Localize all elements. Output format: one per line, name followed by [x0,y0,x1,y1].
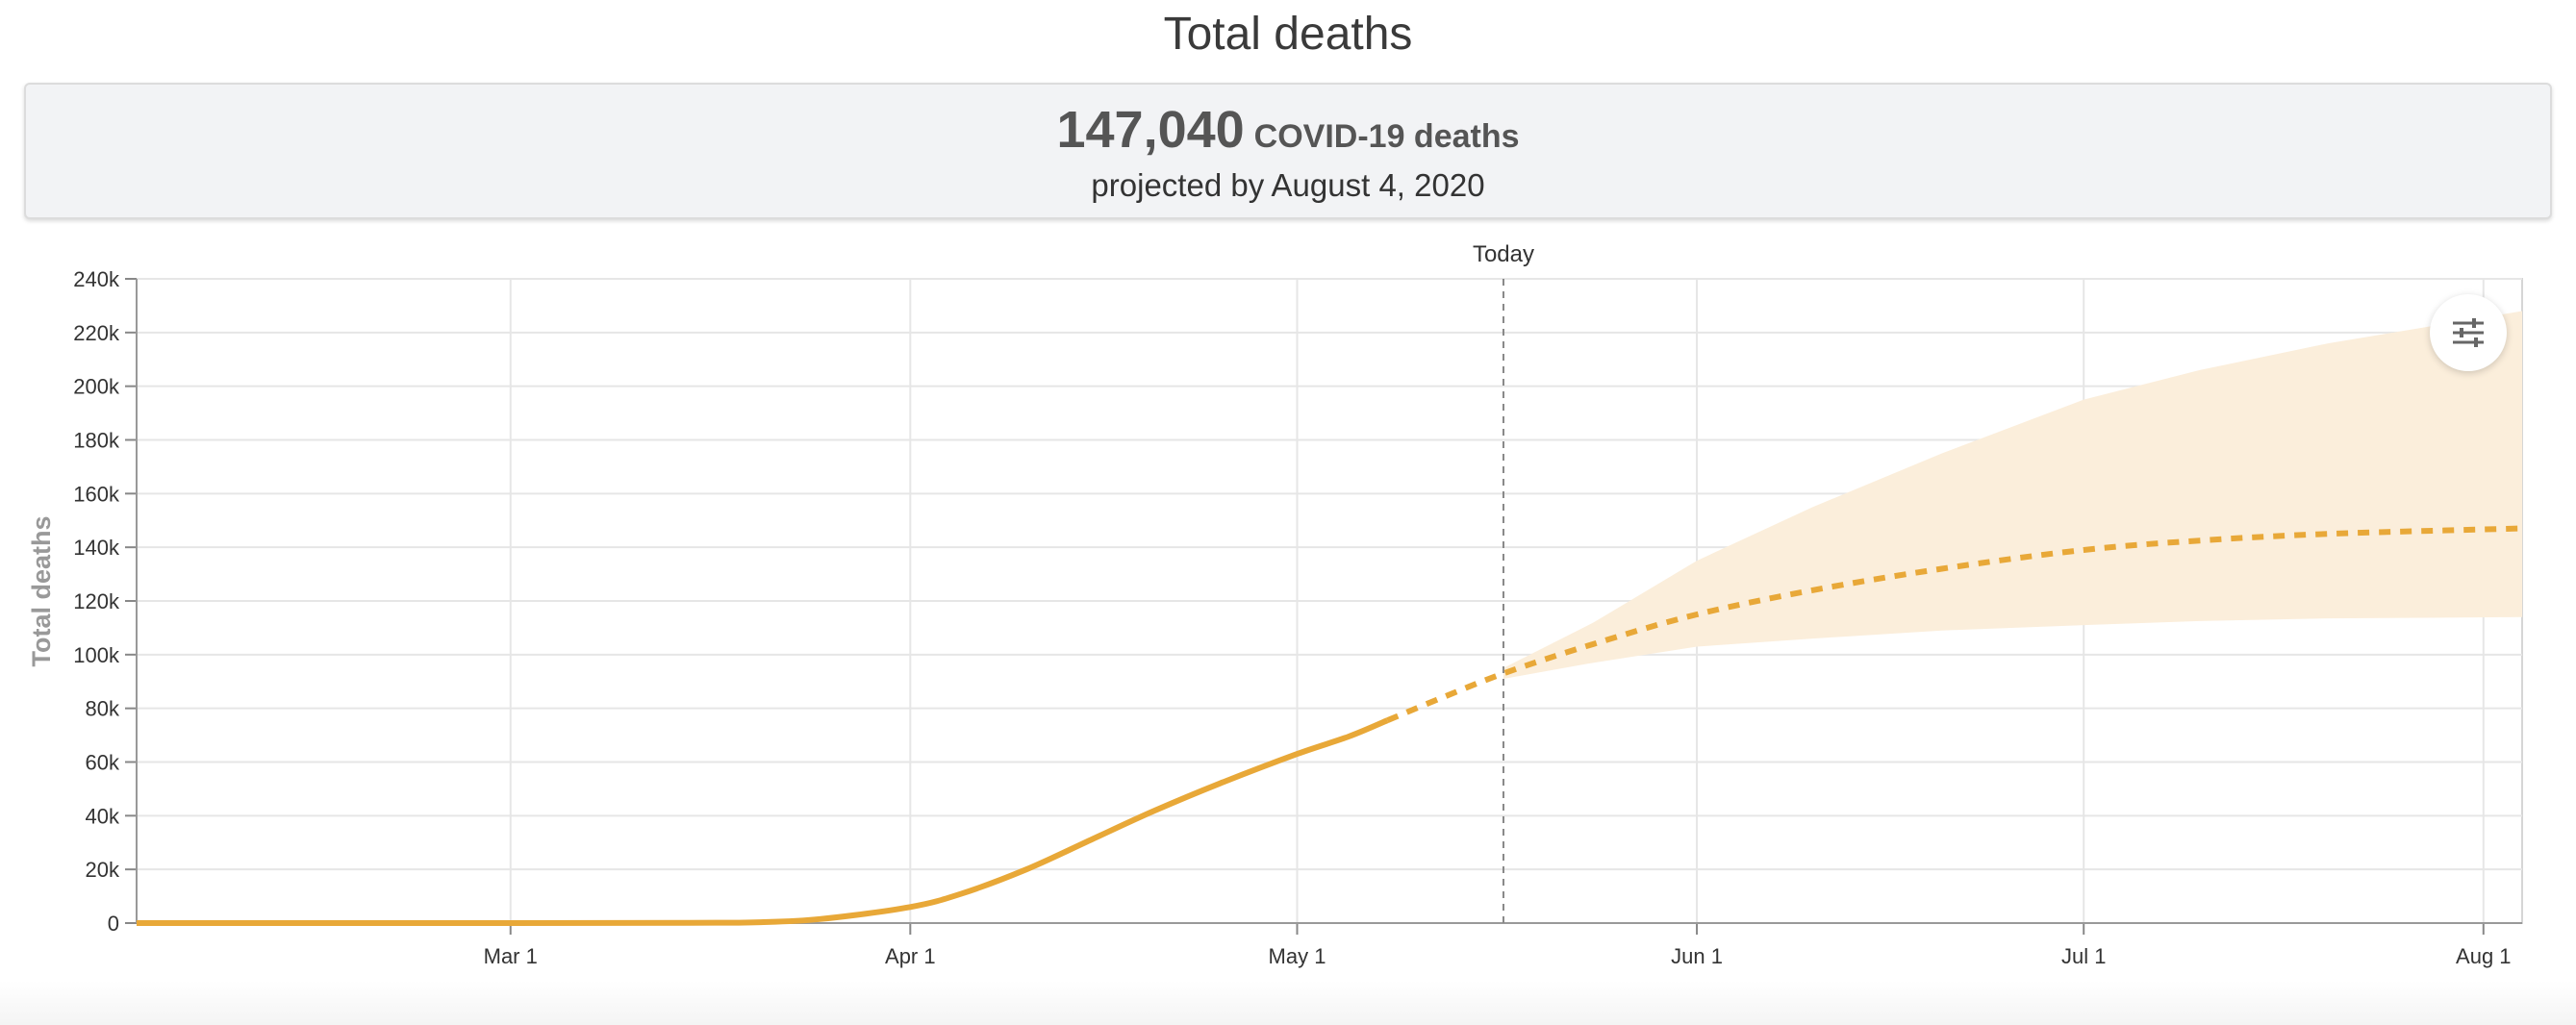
projected-deaths-value: 147,040 [1056,101,1245,159]
today-label: Today [1473,241,1534,267]
y-tick-label: 140k [73,536,120,560]
y-tick-label: 240k [73,267,120,291]
y-tick-label: 80k [86,697,120,721]
projection-summary: 147,040 COVID-19 deaths projected by Augu… [24,83,2552,219]
sliders-icon [2453,318,2484,347]
y-tick-label: 200k [73,375,120,399]
x-tick-label: Aug 1 [2456,944,2512,968]
x-tick-label: Mar 1 [484,944,538,968]
y-axis-title: Total deaths [27,515,56,666]
x-tick-label: Jul 1 [2061,944,2106,968]
chart-settings-button[interactable] [2430,294,2507,371]
y-tick-label: 120k [73,589,120,613]
projected-deaths-line [1386,525,2523,723]
projected-deaths-unit: COVID-19 deaths [1253,118,1520,155]
y-tick-label: 40k [86,804,120,828]
y-tick-label: 20k [86,858,120,882]
panel-footer-shadow [0,981,2576,1025]
reported-deaths-line [137,717,1389,927]
y-tick-label: 220k [73,321,120,345]
x-tick-label: May 1 [1269,944,1326,968]
uncertainty-band [1503,311,2522,679]
y-tick-label: 60k [86,751,120,775]
y-tick-label: 180k [73,429,120,453]
y-tick-label: 160k [73,482,120,506]
y-tick-label: 0 [108,912,119,936]
summary-headline: 147,040 COVID-19 deaths [26,98,2550,162]
x-tick-label: Apr 1 [885,944,936,968]
y-tick-label: 100k [73,643,120,667]
projection-date-text: projected by August 4, 2020 [1091,167,1485,203]
page-title: Total deaths [1163,9,1413,60]
x-tick-label: Jun 1 [1671,944,1723,968]
